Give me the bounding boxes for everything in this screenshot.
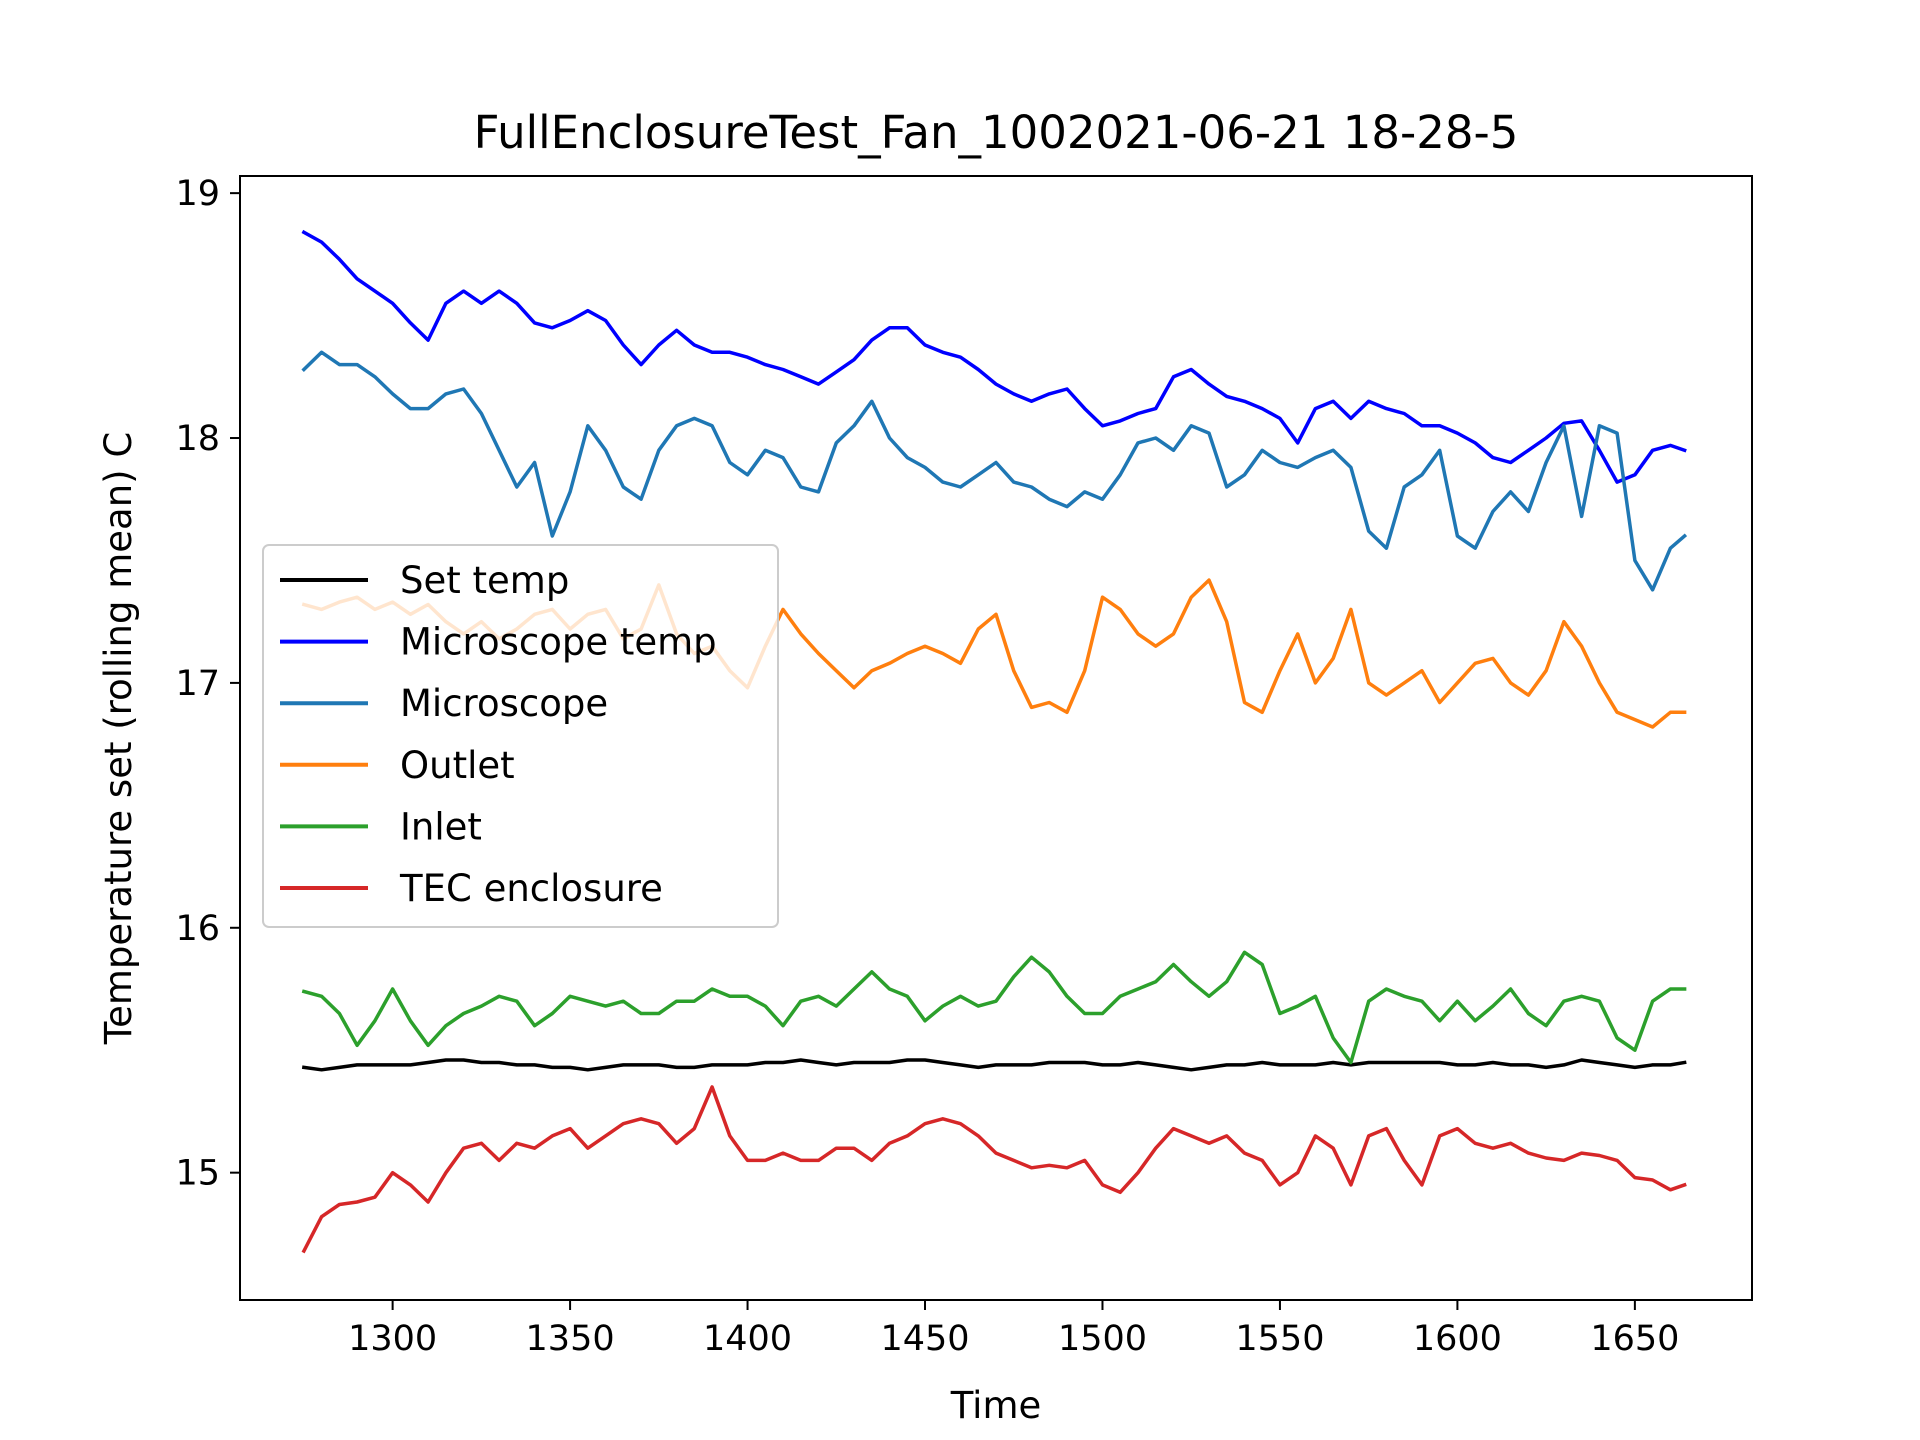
series-line-inlet <box>301 950 1687 1065</box>
x-tick-label: 1400 <box>703 1319 792 1359</box>
series-line-microscope-temp <box>301 229 1687 484</box>
y-tick-label: 16 <box>175 909 220 949</box>
x-tick-label: 1500 <box>1058 1319 1147 1359</box>
x-axis-label: Time <box>950 1384 1042 1427</box>
y-tick-label: 18 <box>175 419 220 459</box>
y-tick-label: 19 <box>175 174 220 214</box>
legend-label: Outlet <box>400 744 515 787</box>
x-tick-label: 1350 <box>526 1319 615 1359</box>
legend-box <box>262 544 779 928</box>
chart-title: FullEnclosureTest_Fan_1002021-06-21 18-2… <box>474 106 1519 159</box>
legend-label: Microscope temp <box>400 621 717 664</box>
y-tick-label: 17 <box>175 664 220 704</box>
legend-label: TEC enclosure <box>399 867 663 910</box>
legend-label: Set temp <box>400 559 569 602</box>
legend: Set temp Microscope temp Microscope Outlet I… <box>262 544 779 928</box>
legend-label: Inlet <box>400 805 482 848</box>
y-axis-label: Temperature set (rolling mean) C <box>97 432 140 1045</box>
x-axis: 1300 1350 1400 1450 1500 1550 1600 1650 <box>348 1300 1679 1359</box>
x-tick-label: 1600 <box>1413 1319 1502 1359</box>
y-axis: 15 16 17 18 19 <box>175 174 240 1194</box>
x-tick-label: 1650 <box>1590 1319 1679 1359</box>
legend-label: Microscope <box>400 682 608 725</box>
series-line-set-temp <box>301 1058 1687 1072</box>
plot-frame <box>239 175 1753 1301</box>
x-tick-label: 1300 <box>348 1319 437 1359</box>
x-tick-label: 1550 <box>1235 1319 1324 1359</box>
series-line-tec-enclosure <box>301 1085 1687 1254</box>
series-line-microscope <box>301 350 1688 592</box>
y-tick-label: 15 <box>175 1154 220 1194</box>
x-tick-label: 1450 <box>880 1319 969 1359</box>
